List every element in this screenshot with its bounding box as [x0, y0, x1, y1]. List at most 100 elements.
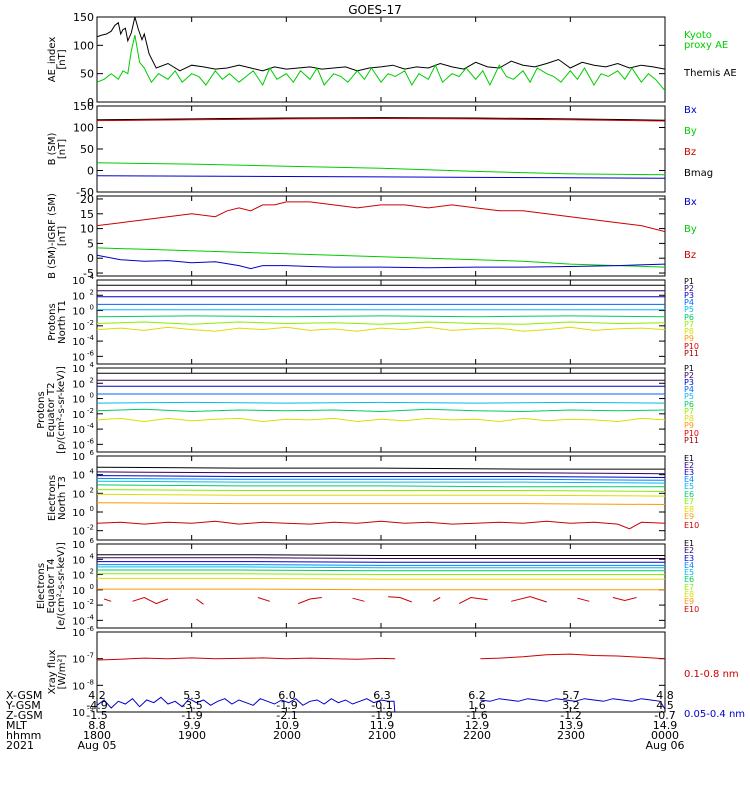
legend-entry: P8 [684, 327, 694, 336]
series-group [97, 653, 665, 712]
series-segment [352, 597, 365, 602]
y-tick-label: 10 [72, 410, 85, 421]
y-tick-label: 10 [72, 425, 85, 436]
series-line [97, 117, 665, 122]
legend-entry: P6 [684, 400, 694, 409]
series-group [97, 117, 665, 179]
y-axis-label: Protons [47, 303, 58, 340]
x-axis-value: 10.9 [275, 719, 300, 732]
x-axis-value: 8.8 [88, 719, 106, 732]
y-tick-label: 10 [72, 352, 85, 363]
series-line [97, 566, 665, 569]
y-tick-label: 10 [72, 681, 85, 692]
legend-entry: P8 [684, 414, 694, 423]
legend-entry: By [684, 224, 697, 235]
x-axis-value: 3.2 [562, 699, 580, 712]
x-axis-value: -4.9 [86, 699, 107, 712]
y-tick-label: 0 [87, 165, 94, 178]
y-tick-label-exponent: -2 [87, 407, 94, 415]
x-axis-value: 1.6 [468, 699, 486, 712]
series-line [97, 466, 665, 470]
legend-entry: P9 [684, 334, 694, 343]
y-tick-label: 150 [73, 100, 94, 113]
y-tick-label: 5 [87, 237, 94, 250]
y-axis-label: Electrons [36, 563, 47, 609]
x-axis-value: -1.9 [371, 709, 392, 722]
y-tick-label: 0 [87, 252, 94, 265]
y-tick-label: 10 [72, 440, 85, 451]
legend-entry: Bz [684, 250, 696, 261]
series-line [97, 493, 665, 497]
y-tick-label: 10 [72, 527, 85, 538]
series-segment [458, 596, 488, 605]
legend-entry: Bz [684, 147, 696, 158]
legend-entry: P7 [684, 320, 694, 329]
series-line [480, 698, 665, 710]
y-tick-label-exponent: -7 [87, 652, 94, 660]
series-group [97, 284, 665, 332]
legend-entry: P7 [684, 407, 694, 416]
legend-entry: 0.05-0.4 nm [684, 709, 745, 720]
series-group [97, 17, 665, 92]
legend-entry: E3 [684, 468, 694, 477]
x-axis-value: -1.2 [560, 709, 581, 722]
y-tick-label-exponent: 4 [90, 552, 95, 560]
series-line [97, 573, 665, 575]
y-tick-label: 10 [72, 540, 85, 551]
x-axis-value: Aug 06 [646, 739, 685, 752]
y-axis-label: Protons [36, 391, 47, 428]
y-tick-label: 10 [80, 223, 94, 236]
x-axis-value: -1.9 [276, 699, 297, 712]
y-tick-label-exponent: 6 [90, 449, 95, 457]
legend-entry: E2 [684, 461, 694, 470]
y-tick-label: 10 [72, 489, 85, 500]
legend-entry: E3 [684, 554, 694, 563]
legend-entry: P4 [684, 298, 694, 307]
y-tick-label: 100 [73, 122, 94, 135]
y-tick-label: 50 [80, 68, 94, 81]
legend-entry: E4 [684, 561, 694, 570]
legend-entry: P5 [684, 305, 694, 314]
legend-entry: 0.1-0.8 nm [684, 669, 739, 680]
legend-entry: Bx [684, 105, 697, 116]
series-line [97, 577, 665, 580]
x-axis-value: 4.8 [656, 689, 674, 702]
plot-title: GOES-17 [348, 3, 402, 17]
x-axis-value: 9.9 [183, 719, 201, 732]
y-tick-label: 10 [72, 379, 85, 390]
x-axis-value: 4.5 [656, 699, 674, 712]
legend-entry: E4 [684, 475, 694, 484]
legend-entry: P9 [684, 421, 694, 430]
legend-entry: E9 [684, 512, 694, 521]
legend-entry: Kyoto [684, 30, 712, 41]
y-tick-label: -50 [76, 186, 94, 199]
panel-frame [96, 543, 666, 629]
legend-entry: P11 [684, 349, 699, 358]
y-tick-label: 10 [72, 307, 85, 318]
legend-entry: E6 [684, 490, 694, 499]
y-tick-label: 15 [80, 208, 94, 221]
x-axis-value: 4.2 [88, 689, 106, 702]
series-line [97, 326, 665, 332]
series-line [97, 408, 665, 413]
series-group [97, 554, 665, 605]
y-tick-label-exponent: -8 [87, 678, 94, 686]
x-axis-value: 12.9 [465, 719, 490, 732]
series-group [97, 372, 665, 423]
series-line [97, 401, 665, 404]
series-line [97, 520, 665, 530]
legend-entry: E5 [684, 482, 694, 491]
x-axis-value: 1800 [83, 729, 111, 742]
x-axis-row-label: 2021 [6, 739, 34, 752]
legend-entry: E8 [684, 505, 694, 514]
legend-entry: P6 [684, 313, 694, 322]
y-tick-label: 150 [73, 11, 94, 24]
legend-entry: E2 [684, 546, 694, 555]
legend-entry: E7 [684, 497, 694, 506]
